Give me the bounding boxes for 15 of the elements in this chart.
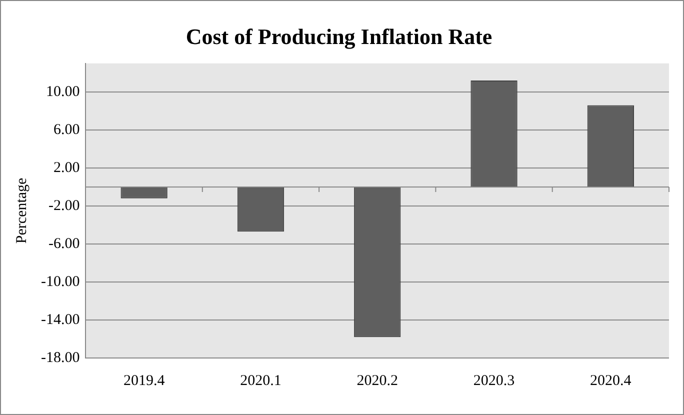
y-axis-title: Percentage xyxy=(14,177,30,244)
y-tick-label: -2.00 xyxy=(48,198,80,214)
y-tick-label: -18.00 xyxy=(40,350,80,366)
y-tick-label: 10.00 xyxy=(46,84,80,100)
y-tick-label: -6.00 xyxy=(48,236,80,252)
x-tick-label: 2019.4 xyxy=(123,372,166,389)
x-tick-label: 2020.1 xyxy=(240,372,282,389)
chart-title: Cost of Producing Inflation Rate xyxy=(186,24,492,49)
x-tick-label: 2020.2 xyxy=(356,372,398,389)
x-tick-label: 2020.4 xyxy=(590,372,632,389)
y-tick-label: -14.00 xyxy=(40,312,80,328)
y-tick-label: -10.00 xyxy=(40,274,80,290)
y-tick-label: 2.00 xyxy=(53,160,80,176)
x-tick-label: 2020.3 xyxy=(473,372,515,389)
y-tick-label: 6.00 xyxy=(53,122,80,138)
